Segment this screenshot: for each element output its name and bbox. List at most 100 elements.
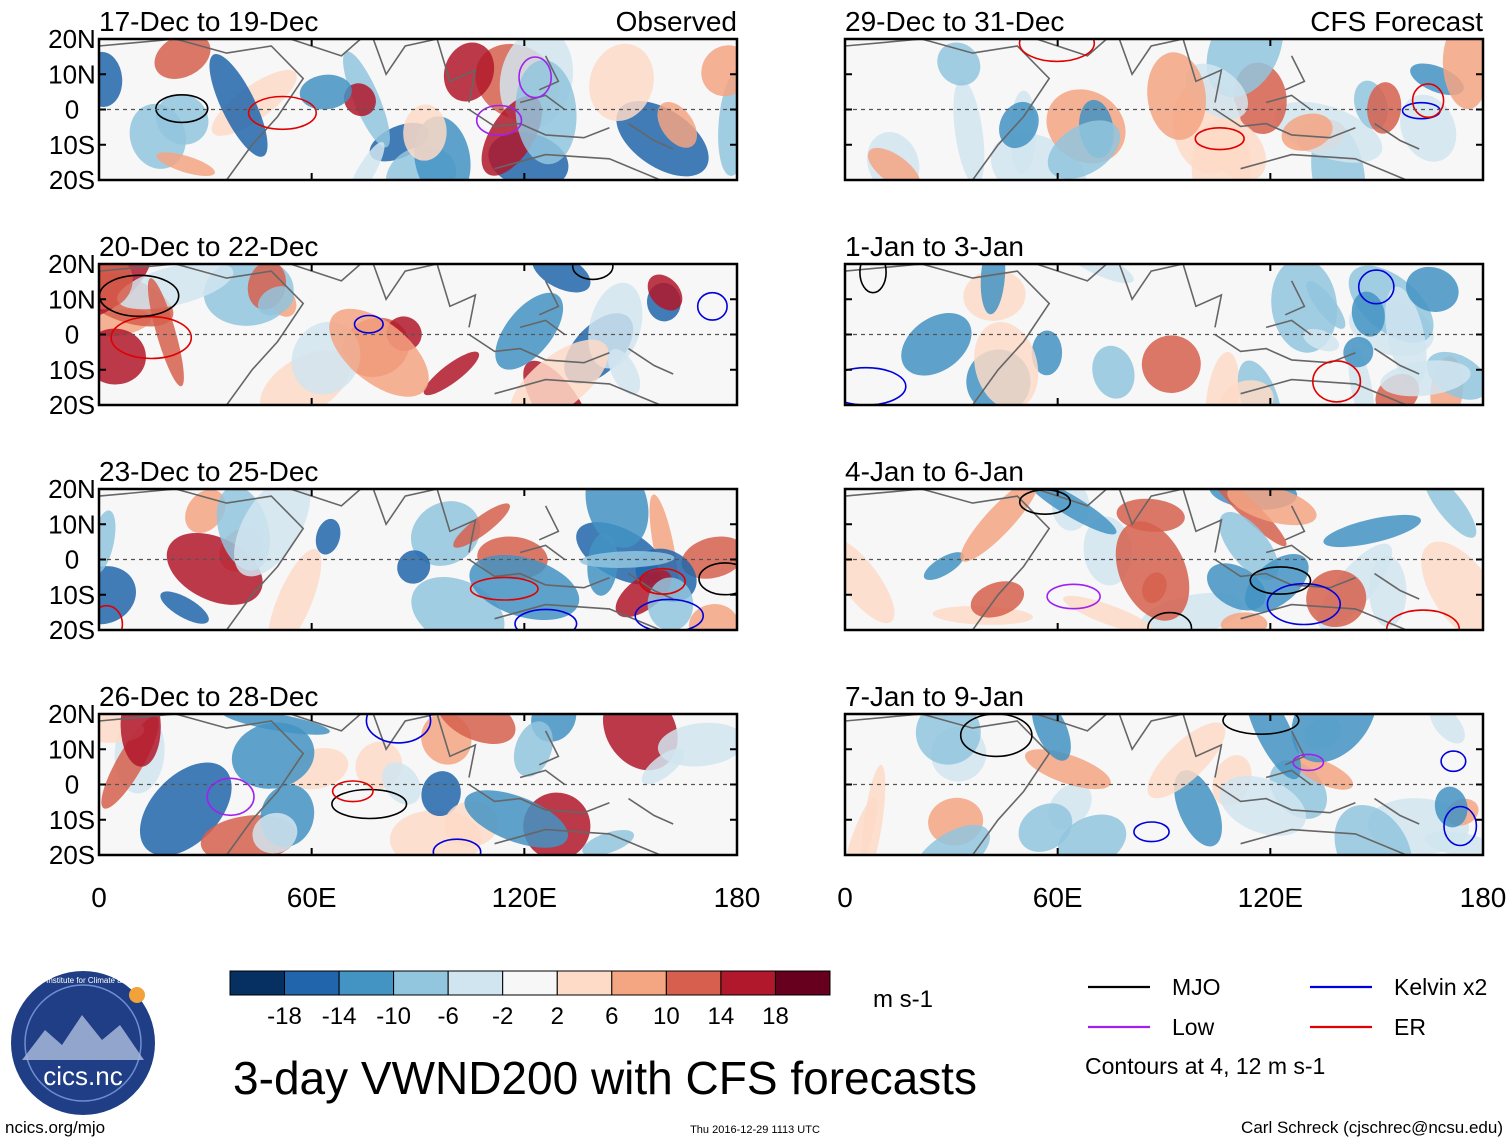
contour-mjo	[859, 264, 887, 294]
colorbar-swatch	[229, 970, 285, 996]
wind-anomaly-area	[582, 829, 635, 855]
wind-anomaly-area	[209, 53, 268, 157]
y-tick-label: 20N	[48, 474, 96, 504]
coastline	[372, 39, 438, 77]
colorbar-label: -10	[376, 1003, 411, 1030]
coastline	[436, 39, 477, 103]
contour-kelvin-x2	[1443, 805, 1478, 847]
contour-mjo	[1222, 714, 1300, 735]
wind-anomaly-area	[953, 79, 985, 180]
wind-anomaly-area	[231, 722, 315, 789]
x-tick-label: 60E	[287, 882, 337, 913]
coastline	[468, 333, 610, 364]
coastline	[1284, 505, 1306, 541]
wind-anomaly-area	[1421, 541, 1483, 630]
wind-anomaly-area	[382, 762, 421, 805]
wind-anomaly-area	[252, 812, 298, 854]
contour-mjo	[331, 788, 408, 820]
wind-anomaly-area	[315, 518, 341, 555]
column-label: Observed	[616, 6, 737, 37]
wind-anomaly-area	[1323, 514, 1421, 548]
wind-anomaly-area	[1334, 805, 1413, 855]
wind-anomaly-area	[1219, 775, 1307, 836]
wind-anomaly-area	[1442, 39, 1483, 110]
colorbar-label: 18	[762, 1003, 789, 1030]
coastline	[1284, 730, 1306, 766]
y-tick-label: 20S	[49, 840, 95, 870]
logo-sun	[129, 987, 145, 1003]
logo-mountains	[22, 1015, 144, 1060]
contour-mjo	[1249, 566, 1312, 595]
coastline	[290, 489, 362, 507]
wind-anomaly-area	[1220, 380, 1274, 405]
wind-anomaly-area	[299, 74, 352, 110]
coastline	[494, 828, 661, 855]
y-tick-label: 10S	[49, 580, 95, 610]
wind-anomaly-area	[589, 43, 654, 121]
colorbar-units: m s-1	[873, 986, 933, 1013]
coastline	[519, 544, 566, 561]
x-tick-label: 0	[91, 882, 107, 913]
wind-anomaly-area	[1434, 786, 1468, 828]
coastline	[1374, 122, 1420, 150]
wind-anomaly-area	[681, 536, 737, 579]
colorbar-swatch	[775, 970, 831, 996]
panel-title: 1-Jan to 3-Jan	[845, 231, 1024, 262]
coastline	[468, 558, 610, 589]
wind-anomaly-area	[160, 591, 209, 624]
wind-anomaly-area	[845, 798, 878, 855]
coastline	[290, 39, 362, 57]
coastline	[468, 783, 610, 814]
y-tick-label: 10S	[49, 805, 95, 835]
coastline	[1036, 264, 1108, 282]
contour-mjo	[1147, 611, 1193, 630]
wind-anomaly-area	[1092, 345, 1135, 399]
coastline	[290, 264, 362, 282]
wind-anomaly-area	[1306, 569, 1367, 628]
coastline	[1265, 319, 1312, 336]
wind-anomaly-area	[421, 771, 461, 817]
wind-anomaly-area	[1351, 291, 1385, 337]
wind-anomaly-area	[1174, 770, 1222, 847]
wind-anomaly-area	[1306, 280, 1346, 329]
wind-anomaly-area	[423, 351, 480, 396]
x-tick-label: 0	[837, 882, 853, 913]
wind-anomaly-area	[410, 501, 481, 566]
panel-5: 29-Dec to 31-Dec CFS Forecast	[843, 6, 1485, 182]
wind-anomaly-area	[117, 264, 234, 310]
coastline	[468, 108, 610, 139]
colorbar-swatch	[556, 970, 613, 996]
wind-anomaly-area	[1025, 749, 1111, 790]
coastline	[845, 714, 1051, 855]
coastline	[99, 489, 305, 630]
coastline	[519, 319, 566, 336]
wind-anomaly-area	[657, 722, 737, 767]
coastline	[628, 347, 674, 375]
colorbar-swatch	[447, 970, 504, 996]
wind-anomaly-area	[509, 339, 609, 405]
wind-anomaly-area	[437, 714, 516, 744]
coastline	[372, 264, 438, 302]
coastline	[1214, 783, 1356, 814]
coastline	[99, 264, 305, 405]
wind-anomaly-area	[464, 790, 568, 848]
coastline	[494, 603, 661, 630]
wind-anomaly-area	[1147, 52, 1206, 140]
coastline	[1240, 828, 1407, 855]
x-tick-label: 120E	[492, 882, 557, 913]
wind-anomaly-area	[1031, 714, 1071, 761]
wind-anomaly-area	[1025, 489, 1117, 535]
y-tick-label: 10N	[48, 59, 96, 89]
wind-anomaly-area	[267, 548, 322, 630]
panel-title: 7-Jan to 9-Jan	[845, 681, 1024, 712]
x-tick-label: 60E	[1033, 882, 1083, 913]
colorbar-swatch	[393, 970, 449, 996]
contour-er	[247, 95, 317, 131]
wind-anomaly-area	[155, 93, 209, 145]
wind-anomaly-area	[1018, 803, 1073, 852]
contour-kelvin-x2	[696, 291, 728, 321]
wind-anomaly-area	[688, 604, 737, 630]
wind-anomaly-area	[147, 278, 184, 387]
coastline	[1284, 55, 1306, 91]
